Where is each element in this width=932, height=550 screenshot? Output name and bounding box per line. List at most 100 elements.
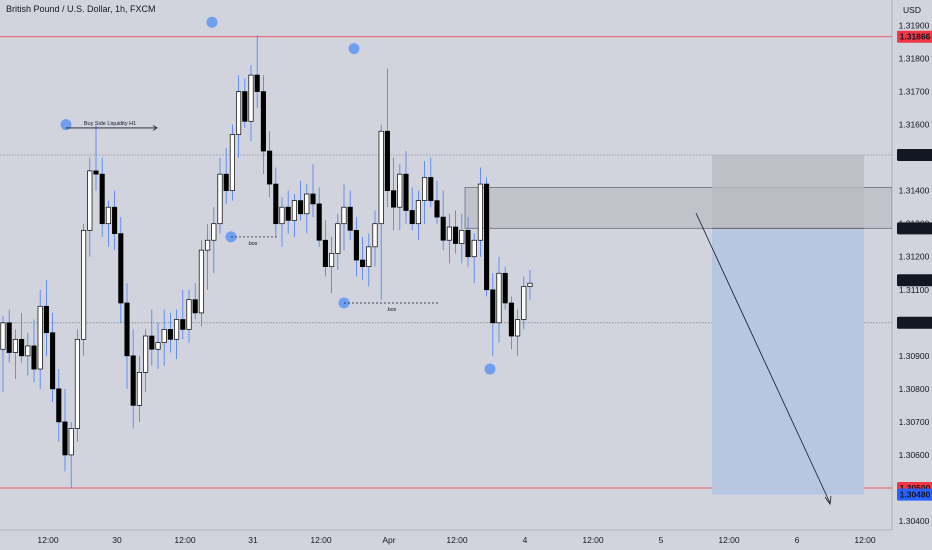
- candle[interactable]: [161, 309, 167, 366]
- candle[interactable]: [50, 312, 56, 403]
- candle[interactable]: [459, 213, 465, 264]
- candle[interactable]: [124, 283, 130, 389]
- candle[interactable]: [81, 223, 87, 356]
- candle[interactable]: [291, 193, 297, 237]
- candle[interactable]: [279, 197, 285, 247]
- candle[interactable]: [335, 213, 341, 270]
- candle[interactable]: [180, 289, 186, 340]
- candle[interactable]: [298, 180, 304, 221]
- candle[interactable]: [130, 329, 136, 429]
- price-tag-target-blue[interactable]: 1.30480: [897, 488, 932, 501]
- candle[interactable]: [31, 319, 37, 383]
- candle[interactable]: [310, 164, 316, 218]
- candle[interactable]: [428, 157, 434, 208]
- take-profit-zone[interactable]: [712, 228, 864, 495]
- candle[interactable]: [515, 309, 521, 356]
- candle[interactable]: [384, 68, 390, 208]
- candle[interactable]: [341, 184, 347, 251]
- candle[interactable]: [366, 233, 372, 287]
- candle[interactable]: [422, 160, 428, 224]
- candle[interactable]: [490, 273, 496, 356]
- candle[interactable]: [415, 190, 421, 241]
- candle[interactable]: [347, 190, 353, 241]
- projection-arrow[interactable]: [695, 212, 831, 504]
- candle[interactable]: [236, 75, 242, 158]
- candle[interactable]: [471, 233, 477, 284]
- candle[interactable]: [93, 124, 99, 191]
- candle[interactable]: [211, 207, 217, 274]
- price-tag-current[interactable]: 1.31129: [897, 274, 932, 287]
- candle[interactable]: [465, 217, 471, 267]
- candle[interactable]: [0, 316, 6, 393]
- candle[interactable]: [62, 388, 68, 472]
- candle[interactable]: [217, 157, 223, 234]
- candle[interactable]: [143, 329, 149, 393]
- candle[interactable]: [409, 187, 415, 231]
- candle[interactable]: [403, 151, 409, 224]
- candle[interactable]: [87, 157, 93, 257]
- candle[interactable]: [192, 283, 198, 320]
- candle[interactable]: [174, 309, 180, 360]
- candle[interactable]: [391, 157, 397, 231]
- candle[interactable]: [453, 210, 459, 254]
- swing-marker[interactable]: [348, 43, 360, 55]
- candle[interactable]: [446, 213, 452, 264]
- price-tag-round[interactable]: 1.31000: [897, 316, 932, 329]
- candle[interactable]: [329, 236, 335, 294]
- candle[interactable]: [223, 147, 229, 204]
- swing-marker[interactable]: [60, 119, 72, 131]
- price-tag-level-b[interactable]: 1.31286: [897, 222, 932, 235]
- candle[interactable]: [242, 78, 248, 128]
- candle[interactable]: [316, 187, 322, 247]
- candle[interactable]: [440, 190, 446, 251]
- candle[interactable]: [136, 355, 142, 422]
- candle[interactable]: [353, 217, 359, 277]
- candle[interactable]: [56, 369, 62, 442]
- candle[interactable]: [25, 332, 31, 376]
- candle[interactable]: [112, 190, 118, 251]
- candle[interactable]: [105, 200, 111, 247]
- candle[interactable]: [322, 220, 328, 277]
- candle[interactable]: [149, 309, 155, 366]
- candle[interactable]: [372, 210, 378, 267]
- candle[interactable]: [229, 124, 235, 201]
- candle[interactable]: [484, 177, 490, 297]
- candle[interactable]: [167, 312, 173, 353]
- candle[interactable]: [19, 312, 25, 363]
- candle[interactable]: [397, 164, 403, 231]
- candle[interactable]: [37, 289, 43, 389]
- candle[interactable]: [527, 269, 533, 300]
- candle[interactable]: [205, 223, 211, 290]
- price-tag-upper[interactable]: 1.31866: [897, 30, 932, 43]
- candle[interactable]: [198, 240, 204, 327]
- candle[interactable]: [496, 256, 502, 343]
- candle[interactable]: [434, 180, 440, 224]
- candle[interactable]: [118, 217, 124, 323]
- swing-marker[interactable]: [484, 363, 496, 375]
- candle[interactable]: [254, 35, 260, 109]
- candle[interactable]: [508, 296, 514, 350]
- candle[interactable]: [267, 131, 273, 198]
- candle[interactable]: [43, 279, 49, 356]
- candle[interactable]: [477, 167, 483, 257]
- price-tag-level-a[interactable]: 1.31508: [897, 149, 932, 162]
- candle[interactable]: [74, 329, 80, 442]
- candle[interactable]: [521, 276, 527, 330]
- candle[interactable]: [186, 289, 192, 343]
- candle[interactable]: [285, 190, 291, 234]
- candle[interactable]: [378, 124, 384, 300]
- candle[interactable]: [304, 184, 310, 234]
- candle[interactable]: [260, 75, 266, 175]
- stop-loss-zone[interactable]: [712, 155, 864, 229]
- swing-marker[interactable]: [206, 16, 218, 28]
- candle[interactable]: [12, 329, 18, 379]
- candle[interactable]: [273, 167, 279, 237]
- candle[interactable]: [360, 236, 366, 280]
- candle[interactable]: [248, 65, 254, 142]
- candle[interactable]: [502, 266, 508, 310]
- candle[interactable]: [68, 421, 74, 488]
- candle[interactable]: [155, 322, 161, 370]
- candle[interactable]: [99, 157, 105, 237]
